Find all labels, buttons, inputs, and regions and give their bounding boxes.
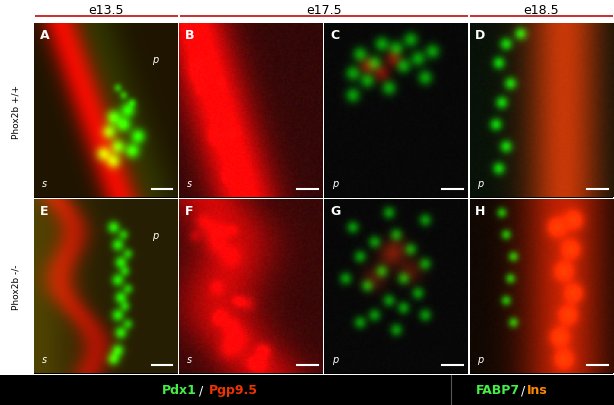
Text: FABP7: FABP7 [476,383,520,396]
Text: B: B [185,29,195,42]
Text: Phox2b -/-: Phox2b -/- [12,264,21,309]
Text: s: s [42,354,47,364]
Text: e13.5: e13.5 [88,4,124,17]
Text: p: p [476,354,483,364]
Text: Ins: Ins [527,383,547,396]
Text: E: E [40,205,49,217]
Text: F: F [185,205,193,217]
Text: p: p [476,178,483,188]
Text: Pdx1: Pdx1 [161,383,196,396]
Text: p: p [332,354,338,364]
Text: p: p [152,55,158,65]
Text: s: s [42,178,47,188]
Text: C: C [330,29,340,42]
Text: p: p [152,231,158,241]
Text: p: p [332,178,338,188]
Text: G: G [330,205,341,217]
Text: s: s [187,354,192,364]
Text: H: H [475,205,486,217]
Text: /: / [195,383,208,396]
Text: Pgp9.5: Pgp9.5 [209,383,258,396]
Text: e17.5: e17.5 [306,4,342,17]
Text: e18.5: e18.5 [524,4,559,17]
Text: /: / [521,383,526,396]
Text: A: A [40,29,50,42]
Text: D: D [475,29,486,42]
Text: Phox2b +/+: Phox2b +/+ [12,84,21,138]
Text: s: s [187,178,192,188]
